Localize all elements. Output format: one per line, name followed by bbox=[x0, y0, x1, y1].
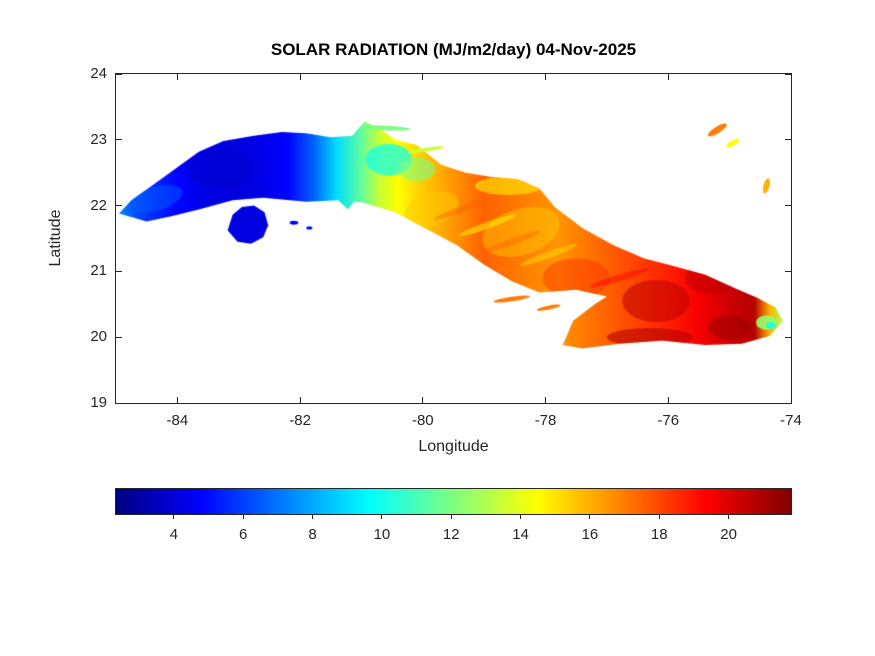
y-tick bbox=[116, 270, 122, 272]
colorbar-tick bbox=[381, 515, 383, 519]
y-tick-label: 20 bbox=[90, 328, 107, 346]
colorbar-tick-label: 18 bbox=[650, 526, 668, 543]
y-tick-label: 23 bbox=[90, 130, 107, 148]
x-tick-mirror bbox=[299, 74, 301, 80]
y-tick-mirror bbox=[785, 270, 791, 272]
y-tick bbox=[116, 139, 122, 141]
colorbar-tick bbox=[312, 515, 314, 519]
x-tick-label: -78 bbox=[534, 412, 557, 429]
colorbar-tick bbox=[450, 515, 452, 519]
colorbar-tick-label: 6 bbox=[239, 526, 248, 543]
colorbar-tick-label: 8 bbox=[308, 526, 317, 543]
x-tick bbox=[667, 397, 669, 403]
y-tick-mirror bbox=[785, 402, 791, 404]
x-tick-label: -74 bbox=[780, 412, 802, 429]
y-tick bbox=[116, 402, 122, 404]
x-axis-label: Longitude bbox=[418, 438, 489, 455]
colorbar-tick-label: 20 bbox=[720, 526, 737, 543]
colorbar-tick-label: 14 bbox=[512, 526, 529, 543]
x-tick bbox=[422, 397, 424, 403]
colorbar-tick bbox=[520, 515, 522, 519]
colorbar bbox=[115, 488, 792, 515]
plot-area bbox=[115, 73, 792, 404]
y-tick-label: 21 bbox=[90, 262, 107, 280]
colorbar-tick bbox=[728, 515, 730, 519]
x-tick-label: -80 bbox=[411, 412, 434, 429]
y-tick bbox=[116, 336, 122, 338]
x-tick-mirror bbox=[790, 74, 792, 80]
y-tick bbox=[116, 73, 122, 75]
colorbar-gradient-canvas bbox=[116, 489, 791, 514]
y-tick-mirror bbox=[785, 336, 791, 338]
colorbar-tick bbox=[242, 515, 244, 519]
colorbar-tick bbox=[173, 515, 175, 519]
x-tick-mirror bbox=[667, 74, 669, 80]
y-tick bbox=[116, 205, 122, 207]
y-tick-mirror bbox=[785, 73, 791, 75]
colorbar-tick-label: 10 bbox=[373, 526, 391, 543]
y-tick-label: 24 bbox=[90, 65, 107, 82]
y-tick-mirror bbox=[785, 205, 791, 207]
x-tick-label: -76 bbox=[657, 412, 680, 429]
y-tick-mirror bbox=[785, 139, 791, 141]
x-tick-mirror bbox=[176, 74, 178, 80]
x-tick bbox=[790, 397, 792, 403]
x-tick bbox=[545, 397, 547, 403]
solar-radiation-map-canvas bbox=[116, 74, 791, 403]
colorbar-tick bbox=[589, 515, 591, 519]
y-tick-label: 22 bbox=[90, 196, 107, 214]
x-tick-label: -84 bbox=[166, 412, 189, 429]
colorbar-tick-label: 16 bbox=[581, 526, 599, 543]
x-tick bbox=[176, 397, 178, 403]
colorbar-tick-label: 12 bbox=[442, 526, 460, 543]
x-tick-mirror bbox=[545, 74, 547, 80]
colorbar-tick-label: 4 bbox=[169, 526, 179, 543]
x-tick-mirror bbox=[422, 74, 424, 80]
x-tick bbox=[299, 397, 301, 403]
y-tick-label: 19 bbox=[90, 394, 107, 411]
chart-title: SOLAR RADIATION (MJ/m2/day) 04-Nov-2025 bbox=[270, 40, 637, 59]
x-tick-label: -82 bbox=[289, 412, 311, 429]
colorbar-tick bbox=[658, 515, 660, 519]
